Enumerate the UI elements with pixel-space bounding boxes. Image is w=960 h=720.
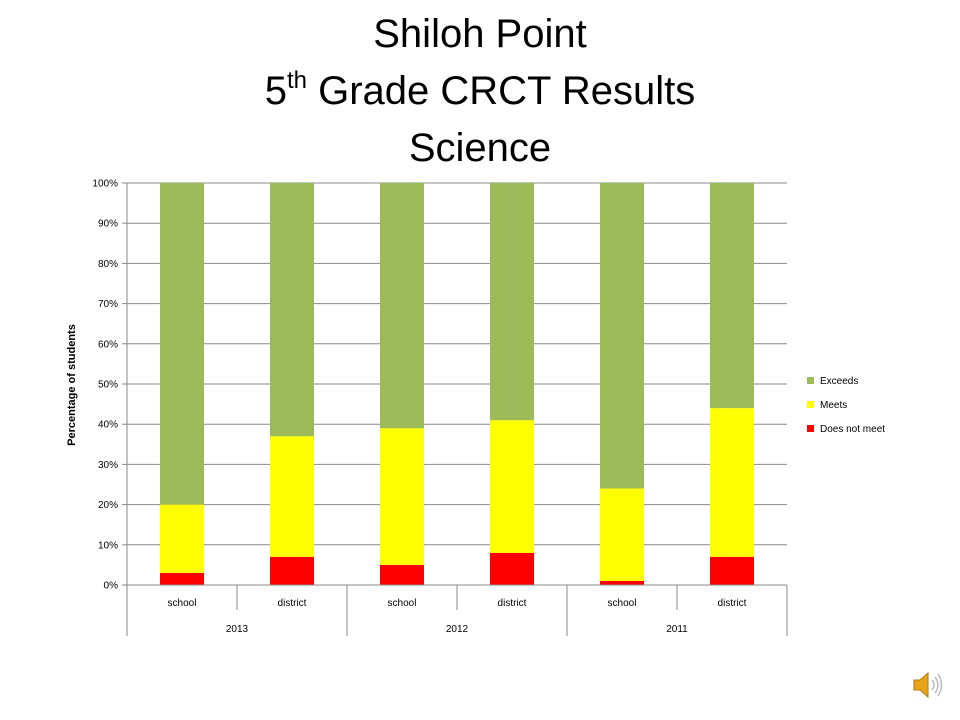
bar-segment: [380, 428, 424, 565]
y-tick-labels: 0% 10% 20% 30% 40% 50% 60% 70% 80% 90% 100%: [92, 179, 118, 592]
title-grade-suffix: th: [286, 67, 307, 94]
x-category-label: district: [278, 598, 307, 609]
y-tick-label: 80%: [98, 259, 118, 270]
legend-label: Exceeds: [820, 376, 858, 387]
y-tick-label: 60%: [98, 339, 118, 350]
grid-lines: [127, 182, 787, 546]
legend: Exceeds Meets Does not meet: [807, 376, 885, 435]
legend-swatch: [807, 377, 814, 384]
title-grade-text: Grade CRCT Results: [307, 69, 696, 113]
bar-segment: [490, 183, 534, 421]
y-tick-label: 40%: [98, 420, 118, 431]
bar-segment: [710, 408, 754, 557]
title-line-1: Shiloh Point: [373, 12, 587, 56]
title-line-3: Science: [408, 126, 552, 170]
title-grade-number: 5: [264, 69, 287, 113]
x-group-label: 2012: [446, 624, 469, 635]
bar-segment: [160, 183, 204, 505]
category-labels: school district school district school distri…: [168, 598, 747, 635]
legend-label: Does not meet: [820, 424, 885, 435]
chart-title: Shiloh Point 5th Grade CRCT Results Scie…: [0, 6, 960, 177]
y-tick-label: 100%: [92, 179, 118, 190]
y-tick-label: 70%: [98, 299, 118, 310]
bar-segment: [600, 580, 644, 585]
bar-segment: [270, 556, 314, 585]
x-category-label: district: [498, 598, 527, 609]
bar-segment: [600, 488, 644, 581]
bar-segment: [710, 183, 754, 409]
y-tick-label: 50%: [98, 380, 118, 391]
y-tick-label: 20%: [98, 500, 118, 511]
y-tick-label: 90%: [98, 219, 118, 230]
bar-segment: [710, 556, 754, 585]
bar-segment: [160, 572, 204, 585]
bar-segment: [380, 564, 424, 585]
x-category-label: school: [608, 598, 637, 609]
y-axis-label: Percentage of students: [66, 324, 78, 446]
bar-segment: [490, 552, 534, 585]
bar-segment: [270, 436, 314, 557]
bar-segment: [160, 504, 204, 573]
x-group-label: 2013: [226, 624, 249, 635]
legend-swatch: [807, 425, 814, 432]
bars: [160, 183, 754, 585]
x-category-label: school: [388, 598, 417, 609]
legend-label: Meets: [820, 400, 847, 411]
bar-segment: [600, 183, 644, 489]
axes: [122, 182, 788, 636]
bar-segment: [380, 183, 424, 429]
y-tick-label: 0%: [104, 581, 119, 592]
speaker-icon[interactable]: [910, 668, 944, 702]
y-tick-label: 30%: [98, 460, 118, 471]
bar-segment: [270, 183, 314, 437]
x-category-label: district: [718, 598, 747, 609]
x-group-label: 2011: [666, 624, 688, 635]
bar-segment: [490, 420, 534, 553]
x-category-label: school: [168, 598, 197, 609]
title-line-2: 5th Grade CRCT Results: [0, 63, 960, 120]
y-tick-label: 10%: [98, 540, 118, 551]
legend-swatch: [807, 401, 814, 408]
